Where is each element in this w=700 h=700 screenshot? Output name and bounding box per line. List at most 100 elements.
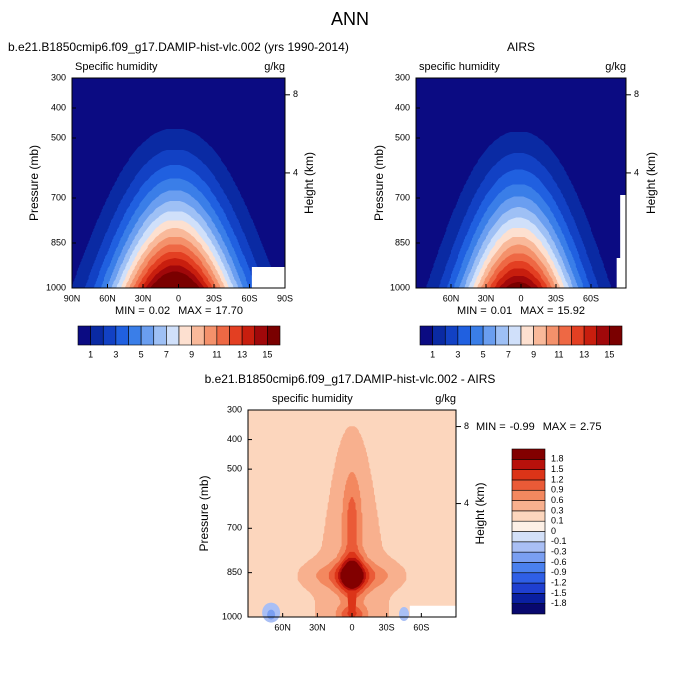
x-tick-label: 30S bbox=[379, 622, 395, 632]
colorbar-label: 5 bbox=[139, 349, 144, 359]
colorbar-box bbox=[495, 325, 509, 346]
min-label: MIN = bbox=[115, 305, 145, 317]
colorbar-box bbox=[511, 489, 546, 501]
colorbar-box bbox=[511, 459, 546, 470]
colorbar-label: 1.2 bbox=[551, 474, 564, 484]
min-max-stats: MIN = 0.01 MAX = 15.92 bbox=[457, 305, 585, 317]
contour-band bbox=[340, 560, 364, 589]
colorbar-label: 0 bbox=[551, 526, 556, 536]
y2-tick-label: 8 bbox=[464, 421, 469, 431]
y-tick-label: 400 bbox=[51, 102, 66, 112]
units-label: g/kg bbox=[435, 393, 456, 405]
colorbar-box bbox=[457, 325, 471, 346]
colorbar-label: 0.3 bbox=[551, 505, 564, 515]
colorbar-box bbox=[166, 325, 180, 346]
colorbar-box bbox=[102, 325, 117, 346]
colorbar-label: -0.3 bbox=[551, 547, 567, 557]
contour-band bbox=[267, 609, 276, 620]
y2-tick-label: 8 bbox=[293, 89, 298, 99]
colorbar-box bbox=[419, 325, 433, 346]
missing-data-mask bbox=[251, 267, 285, 288]
colorbar-box bbox=[511, 479, 546, 491]
colorbar-box bbox=[90, 325, 104, 346]
max-value: 2.75 bbox=[580, 421, 601, 433]
missing-data-mask bbox=[409, 605, 456, 617]
x-tick-label: 30N bbox=[478, 293, 495, 303]
colorbar-box bbox=[558, 325, 572, 346]
panel: b.e21.B1850cmip6.f09_g17.DAMIP-hist-vlc.… bbox=[197, 372, 601, 632]
colorbar-box bbox=[216, 325, 230, 346]
y-tick-label: 850 bbox=[51, 237, 66, 247]
y2-axis-label: Height (km) bbox=[302, 152, 316, 214]
colorbar-label: 3 bbox=[113, 349, 118, 359]
y-tick-label: 300 bbox=[51, 72, 66, 82]
colorbar-box bbox=[583, 325, 598, 346]
colorbar-label: -0.1 bbox=[551, 536, 567, 546]
colorbar-label: -1.2 bbox=[551, 577, 567, 587]
y-tick-label: 700 bbox=[395, 192, 410, 202]
y-tick-label: 500 bbox=[227, 464, 242, 474]
y-tick-label: 400 bbox=[395, 102, 410, 112]
x-tick-label: 0 bbox=[176, 293, 181, 303]
missing-data-mask bbox=[616, 195, 626, 288]
y-tick-label: 500 bbox=[395, 132, 410, 142]
colorbar-box bbox=[511, 520, 546, 532]
min-max-stats: MIN = 0.02 MAX = 17.70 bbox=[115, 305, 243, 317]
y-tick-label: 500 bbox=[51, 132, 66, 142]
panel-title: b.e21.B1850cmip6.f09_g17.DAMIP-hist-vlc.… bbox=[205, 372, 496, 386]
colorbar-box bbox=[267, 325, 281, 346]
y-tick-label: 700 bbox=[51, 192, 66, 202]
colorbar-label: -0.9 bbox=[551, 567, 567, 577]
x-tick-label: 90N bbox=[64, 293, 81, 303]
y-tick-label: 1000 bbox=[390, 282, 410, 292]
x-tick-label: 60S bbox=[583, 293, 599, 303]
colorbar-box bbox=[511, 582, 546, 594]
colorbar-box bbox=[511, 541, 546, 553]
colorbar-box bbox=[533, 325, 547, 346]
colorbar-box bbox=[229, 325, 243, 346]
y-tick-label: 1000 bbox=[46, 282, 66, 292]
y2-tick-label: 4 bbox=[634, 167, 639, 177]
y-tick-label: 300 bbox=[395, 72, 410, 82]
colorbar-label: 15 bbox=[262, 349, 272, 359]
colorbar-box bbox=[444, 325, 459, 346]
colorbar-box bbox=[203, 325, 218, 346]
contour-band bbox=[399, 607, 409, 622]
colorbar-label: 1 bbox=[430, 349, 435, 359]
panel-title: AIRS bbox=[507, 40, 535, 54]
colorbar-box bbox=[191, 325, 205, 346]
x-tick-label: 60S bbox=[241, 293, 257, 303]
colorbar-box bbox=[571, 325, 585, 346]
colorbar-label: 0.1 bbox=[551, 516, 564, 526]
colorbar-label: 11 bbox=[212, 349, 221, 359]
x-tick-label: 60S bbox=[413, 622, 429, 632]
colorbar-box bbox=[596, 325, 610, 346]
colorbar-box bbox=[482, 325, 497, 346]
x-tick-label: 30N bbox=[309, 622, 326, 632]
variable-label: specific humidity bbox=[272, 393, 353, 405]
colorbar-box bbox=[520, 325, 534, 346]
colorbar-label: 11 bbox=[554, 349, 563, 359]
y-tick-label: 850 bbox=[227, 567, 242, 577]
max-label: MAX = bbox=[543, 421, 576, 433]
colorbar-label: 9 bbox=[189, 349, 194, 359]
min-value: 0.02 bbox=[149, 305, 170, 317]
y2-axis-label: Height (km) bbox=[644, 152, 658, 214]
colorbar-box bbox=[511, 603, 546, 615]
max-value: 17.70 bbox=[215, 305, 243, 317]
x-tick-label: 60N bbox=[274, 622, 291, 632]
colorbar-label: 5 bbox=[481, 349, 486, 359]
y2-tick-label: 8 bbox=[634, 89, 639, 99]
x-tick-label: 30N bbox=[135, 293, 152, 303]
colorbar-label: 13 bbox=[579, 349, 589, 359]
y-axis-label: Pressure (mb) bbox=[27, 145, 41, 221]
y-tick-label: 1000 bbox=[222, 611, 242, 621]
colorbar-box bbox=[511, 510, 546, 522]
min-label: MIN = bbox=[457, 305, 487, 317]
x-tick-label: 90S bbox=[277, 293, 293, 303]
y-tick-label: 850 bbox=[395, 237, 410, 247]
panel-title: b.e21.B1850cmip6.f09_g17.DAMIP-hist-vlc.… bbox=[8, 40, 349, 54]
colorbar-box bbox=[511, 551, 546, 563]
colorbar-label: -0.6 bbox=[551, 557, 567, 567]
